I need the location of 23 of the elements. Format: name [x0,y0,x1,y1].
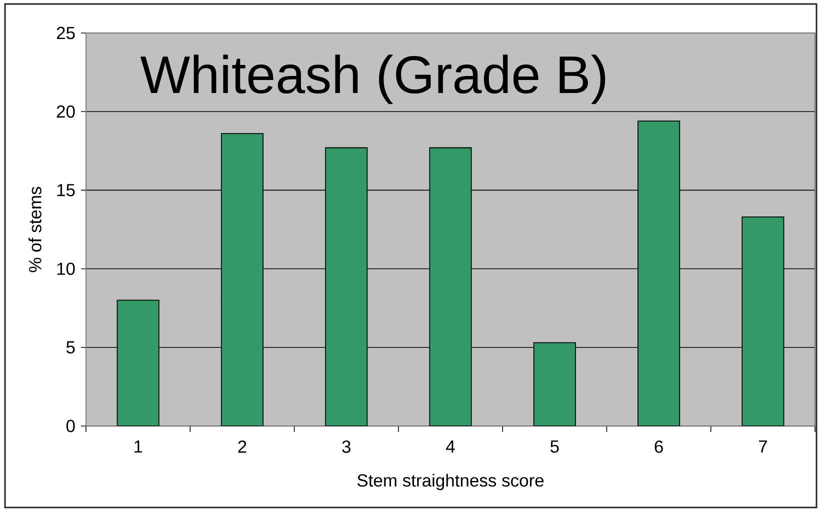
x-tick-label: 7 [758,440,767,453]
x-tick-label: 6 [654,440,663,453]
x-tick-label: 3 [342,440,350,453]
bar [116,300,160,426]
x-tick-label: 4 [446,440,455,453]
x-tick-label: 5 [550,440,559,453]
x-tick-label: 2 [238,440,246,453]
chart-title: Whiteash (Grade B) [140,54,606,104]
bar [742,216,784,426]
bar [325,147,368,426]
y-tick-label: 5 [66,341,75,354]
y-tick-label: 15 [57,184,75,196]
y-tick-label: 20 [56,105,75,118]
bar [533,342,576,426]
bar [638,120,680,426]
y-axis-title: % of stems [28,186,42,272]
bar [429,147,472,426]
bar [220,133,264,426]
x-axis-title: Stem straightness score [357,474,544,490]
y-tick-label: 25 [56,26,75,40]
y-tick-label: 10 [57,262,75,275]
x-tick-label: 1 [134,440,142,453]
y-tick-label: 0 [66,420,75,432]
